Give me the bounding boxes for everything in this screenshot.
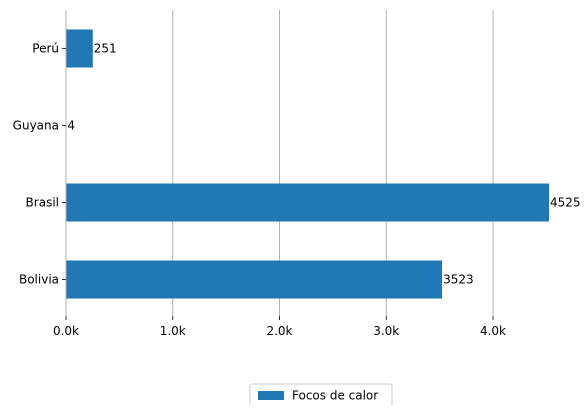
data-label: 4525 [550, 196, 581, 210]
x-tick-label: 1.0k [160, 324, 186, 338]
bar-bolivia [66, 261, 442, 299]
y-tick-label: Guyana [13, 119, 59, 133]
data-label: 3523 [443, 273, 474, 287]
bar-brasil [66, 184, 549, 222]
y-tick-label: Bolivia [19, 273, 59, 287]
data-label: 4 [67, 119, 75, 133]
bar-perú [66, 30, 93, 68]
legend-swatch [258, 391, 284, 400]
x-tick-label: 4.0k [480, 324, 506, 338]
legend: Focos de calor [250, 384, 392, 405]
bars [66, 30, 549, 299]
x-tick-label: 2.0k [266, 324, 292, 338]
y-tick-label: Brasil [26, 196, 59, 210]
legend-label: Focos de calor [292, 389, 378, 403]
x-tick-label: 0.0k [53, 324, 79, 338]
data-labels: 3523 4525 4 251 [67, 42, 580, 287]
data-label: 251 [94, 42, 117, 56]
x-tick-label: 3.0k [373, 324, 399, 338]
y-tick-label: Perú [32, 42, 59, 56]
